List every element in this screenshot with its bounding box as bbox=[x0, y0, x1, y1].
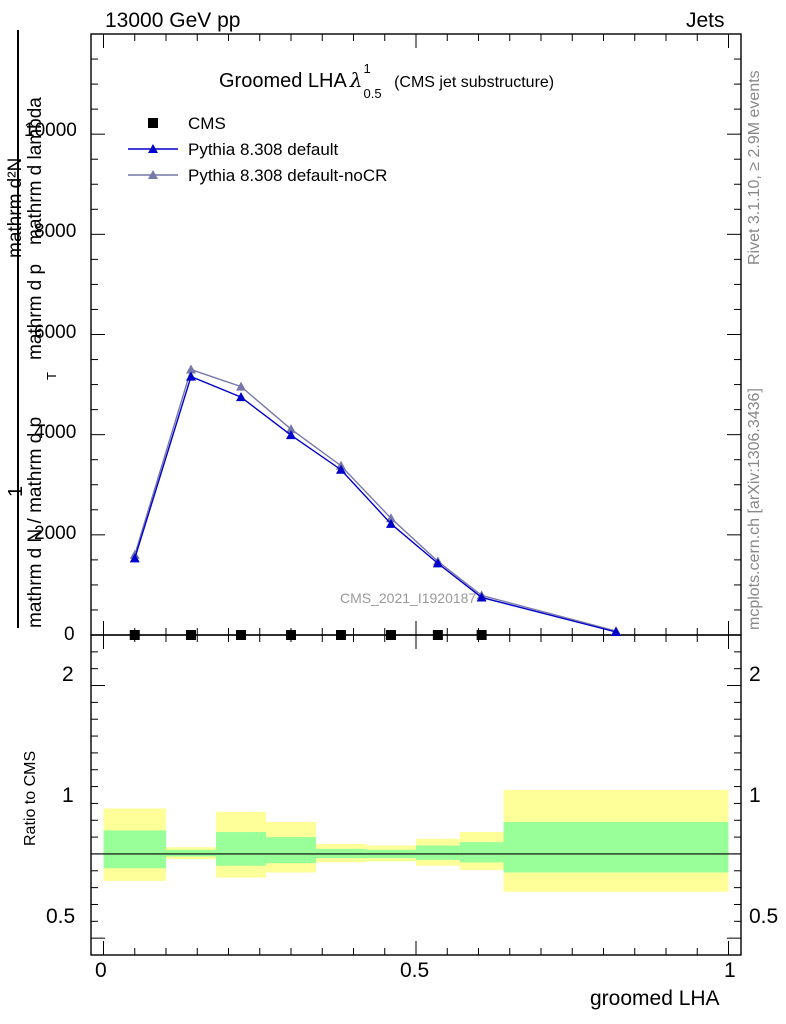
x-axis-label: groomed LHA bbox=[590, 987, 720, 1010]
y-axis-label-denominator: mathrm d N / mathrm d p bbox=[25, 416, 46, 628]
title-suffix: (CMS jet substructure) bbox=[394, 74, 555, 91]
series-point-cms bbox=[336, 630, 346, 640]
series-point-cms bbox=[129, 630, 140, 640]
series-point-pythia-default bbox=[476, 592, 487, 602]
series-point-pythia-default bbox=[336, 464, 346, 474]
ratio-green-band-3 bbox=[266, 837, 316, 864]
series-point-pythia-nocr bbox=[286, 424, 296, 434]
y-axis-fraction-bar bbox=[17, 30, 19, 628]
y-tick-label-6000: 6000 bbox=[34, 322, 77, 343]
series-point-cms bbox=[186, 630, 196, 640]
ratio-green-band-0 bbox=[103, 830, 166, 869]
ratio-green-band-7 bbox=[459, 842, 504, 863]
series-point-pythia-default bbox=[129, 553, 140, 563]
mcplots-source-label: mcplots.cern.ch [arXiv:1306.3436] bbox=[746, 388, 763, 630]
data-series bbox=[129, 364, 621, 640]
series-point-pythia-nocr bbox=[386, 513, 396, 523]
x-tick-label-0: 0 bbox=[95, 959, 107, 982]
ratio-green-band-6 bbox=[416, 845, 460, 860]
title-subscript: 0.5 bbox=[363, 86, 382, 101]
y-tick-label-8000: 8000 bbox=[34, 221, 77, 242]
ratio-y-tick-label-left-1: 1 bbox=[62, 784, 74, 807]
title-lambda: λ bbox=[349, 68, 363, 92]
ratio-y-tick-label-left-2: 2 bbox=[62, 663, 74, 686]
y-axis-label-subscript: T bbox=[44, 372, 59, 380]
rivet-version-label: Rivet 3.1.10, ≥ 2.9M events bbox=[746, 70, 763, 265]
series-point-pythia-default bbox=[386, 518, 396, 528]
ratio-green-band-1 bbox=[166, 849, 216, 857]
series-point-pythia-nocr bbox=[236, 381, 246, 391]
series-point-cms bbox=[236, 630, 246, 640]
series-point-cms bbox=[476, 630, 487, 640]
y-axis-label-top: mathrm d²N bbox=[5, 157, 26, 258]
y-tick-label-4000: 4000 bbox=[34, 422, 77, 443]
legend-marker-cms bbox=[148, 118, 158, 128]
title-superscript: 1 bbox=[363, 61, 371, 76]
y-tick-label-2000: 2000 bbox=[34, 523, 77, 544]
series-point-pythia-nocr bbox=[186, 364, 196, 374]
ratio-green-band-8 bbox=[503, 821, 729, 873]
series-point-pythia-default bbox=[286, 430, 296, 440]
title-main: Groomed LHA bbox=[219, 70, 347, 92]
ratio-y-axis-label: Ratio to CMS bbox=[22, 750, 39, 846]
legend bbox=[128, 118, 178, 179]
header-left-label: 13000 GeV pp bbox=[105, 9, 241, 32]
y-tick-label-0: 0 bbox=[64, 624, 75, 645]
analysis-watermark: CMS_2021_I1920187 bbox=[340, 590, 477, 606]
series-point-pythia-default bbox=[432, 558, 443, 568]
ratio-axis-ticks bbox=[91, 635, 741, 955]
series-point-pythia-default bbox=[611, 626, 621, 636]
legend-label-pythia-default: Pythia 8.308 default bbox=[188, 140, 339, 159]
series-point-cms bbox=[386, 630, 396, 640]
series-point-cms bbox=[286, 630, 296, 640]
x-tick-label-1: 1 bbox=[724, 959, 736, 982]
ratio-y-tick-label-right-1: 1 bbox=[749, 784, 761, 807]
y-tick-label-10000: 10000 bbox=[24, 120, 77, 141]
ratio-y-tick-label-right-05: 0.5 bbox=[749, 905, 779, 928]
legend-label-cms: CMS bbox=[188, 114, 226, 133]
legend-marker-pythia-default bbox=[148, 144, 158, 153]
y-axis-label-extra: mathrm d lambda bbox=[25, 97, 46, 245]
ratio-uncertainty-bands bbox=[91, 789, 741, 892]
ratio-green-band-2 bbox=[216, 832, 266, 866]
series-point-pythia-default bbox=[186, 371, 196, 381]
ratio-y-tick-label-right-2: 2 bbox=[749, 663, 761, 686]
legend-label-pythia-nocr: Pythia 8.308 default-noCR bbox=[188, 166, 388, 185]
series-point-pythia-default bbox=[236, 392, 246, 402]
series-point-cms bbox=[432, 630, 443, 640]
ratio-y-tick-label-left-05: 0.5 bbox=[46, 905, 76, 928]
legend-marker-pythia-nocr bbox=[148, 170, 158, 179]
chart-title: Groomed LHA λ 1 0.5 (CMS jet substructure) bbox=[219, 61, 555, 101]
header-right-label: Jets bbox=[686, 9, 725, 32]
y-axis-label-denominator-2: mathrm d p bbox=[25, 263, 46, 360]
x-tick-label-05: 0.5 bbox=[400, 959, 430, 982]
